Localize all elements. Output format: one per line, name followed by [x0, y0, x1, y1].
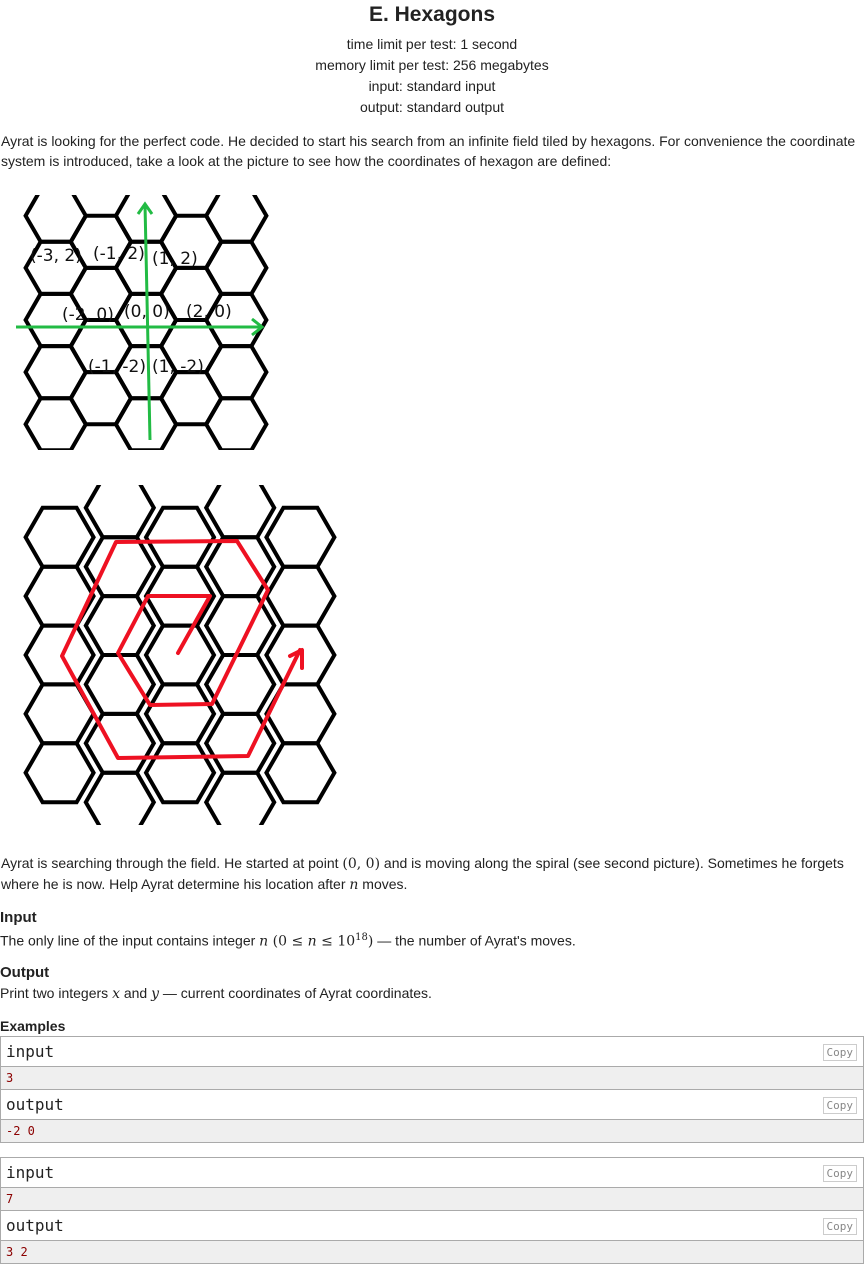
hex-cell [143, 623, 217, 687]
examples-title: Examples [0, 1018, 66, 1034]
output-label: output [6, 1216, 64, 1235]
memory-limit: memory limit per test: 256 megabytes [315, 57, 549, 73]
hex-cell [264, 741, 337, 805]
origin-point: (0, 0) [342, 856, 381, 872]
output-description: Print two integers x and y — current coo… [0, 985, 432, 1002]
problem-title: E. Hexagons [368, 3, 496, 26]
label-m3-2: (-3, 2) [30, 246, 82, 266]
hex-cell [264, 564, 337, 628]
example-2: input Copy 7 output Copy 3 2 [0, 1157, 864, 1264]
input-label: input [6, 1042, 55, 1061]
figure1-hex-grid [23, 195, 269, 450]
example-1-output-header: output Copy [1, 1090, 863, 1120]
hex-cell [203, 195, 269, 244]
label-1-2: (1, 2) [152, 249, 198, 269]
spiral-path [60, 539, 304, 760]
hex-cell [203, 239, 269, 296]
label-m1-2: (-1, 2) [93, 244, 145, 264]
output-label: output [6, 1095, 64, 1114]
hex-cell [203, 770, 277, 825]
label-2-0: (2, 0) [186, 302, 232, 322]
copy-button[interactable]: Copy [822, 1044, 857, 1061]
hex-cell [23, 505, 96, 569]
var-n: n [349, 877, 359, 893]
label-0-0: (0, 0) [124, 302, 170, 322]
time-limit: time limit per test: 1 second [346, 36, 518, 52]
copy-button[interactable]: Copy [822, 1218, 857, 1235]
example-1-input-header: input Copy [1, 1037, 863, 1067]
coordinate-figure: (-3, 2) (-1, 2) (1, 2) (-2, 0) (0, 0) (2… [16, 195, 269, 450]
hex-cell [264, 505, 337, 569]
hex-cell [83, 653, 157, 716]
output-value: 3 2 [6, 1245, 28, 1259]
hex-cell [83, 711, 157, 775]
y-axis [143, 203, 152, 441]
x-axis-arrow [251, 317, 265, 337]
hex-cell [203, 396, 269, 450]
copy-button[interactable]: Copy [822, 1165, 857, 1182]
input-section-title: Input [0, 909, 37, 926]
example-1-output: -2 0 [1, 1120, 863, 1142]
problem-header: E. Hexagons time limit per test: 1 secon… [0, 0, 864, 118]
hex-cell [203, 653, 277, 716]
input-description: The only line of the input contains inte… [0, 932, 576, 950]
output-value: -2 0 [6, 1124, 35, 1138]
spiral-figure [23, 485, 337, 825]
example-2-input: 7 [1, 1188, 863, 1211]
label-1-m2: (1, -2) [152, 357, 204, 377]
example-1-input: 3 [1, 1067, 863, 1090]
output-spec: output: standard output [360, 99, 504, 115]
input-spec: input: standard input [368, 78, 496, 94]
hex-cell [203, 485, 277, 540]
hex-cell [203, 344, 269, 401]
statement-intro: Ayrat is looking for the perfect code. H… [1, 133, 856, 169]
figure2-hex-grid [23, 485, 337, 825]
output-section-title: Output [0, 964, 50, 981]
hex-cell [143, 505, 217, 569]
example-1: input Copy 3 output Copy -2 0 [0, 1036, 864, 1143]
hex-cell [83, 770, 157, 825]
y-axis-arrow [136, 201, 154, 215]
hex-cell [23, 741, 96, 805]
example-2-input-header: input Copy [1, 1158, 863, 1188]
spiral-arrowhead [288, 648, 304, 670]
hex-cell [143, 682, 217, 746]
input-label: input [6, 1163, 55, 1182]
example-2-output: 3 2 [1, 1241, 863, 1263]
figure1-axes [16, 201, 265, 441]
input-value: 3 [6, 1071, 14, 1085]
input-value: 7 [6, 1192, 14, 1206]
hex-cell [23, 564, 96, 628]
copy-button[interactable]: Copy [822, 1097, 857, 1114]
statement-movement: Ayrat is searching through the field. He… [1, 855, 844, 893]
hex-cell [83, 485, 157, 540]
problem-limits: time limit per test: 1 second memory lim… [0, 34, 864, 118]
hex-cell [23, 623, 96, 687]
label-m1-m2: (-1, -2) [88, 357, 146, 377]
label-m2-0: (-2, 0) [62, 305, 114, 325]
hex-cell [143, 741, 217, 805]
example-2-output-header: output Copy [1, 1211, 863, 1241]
